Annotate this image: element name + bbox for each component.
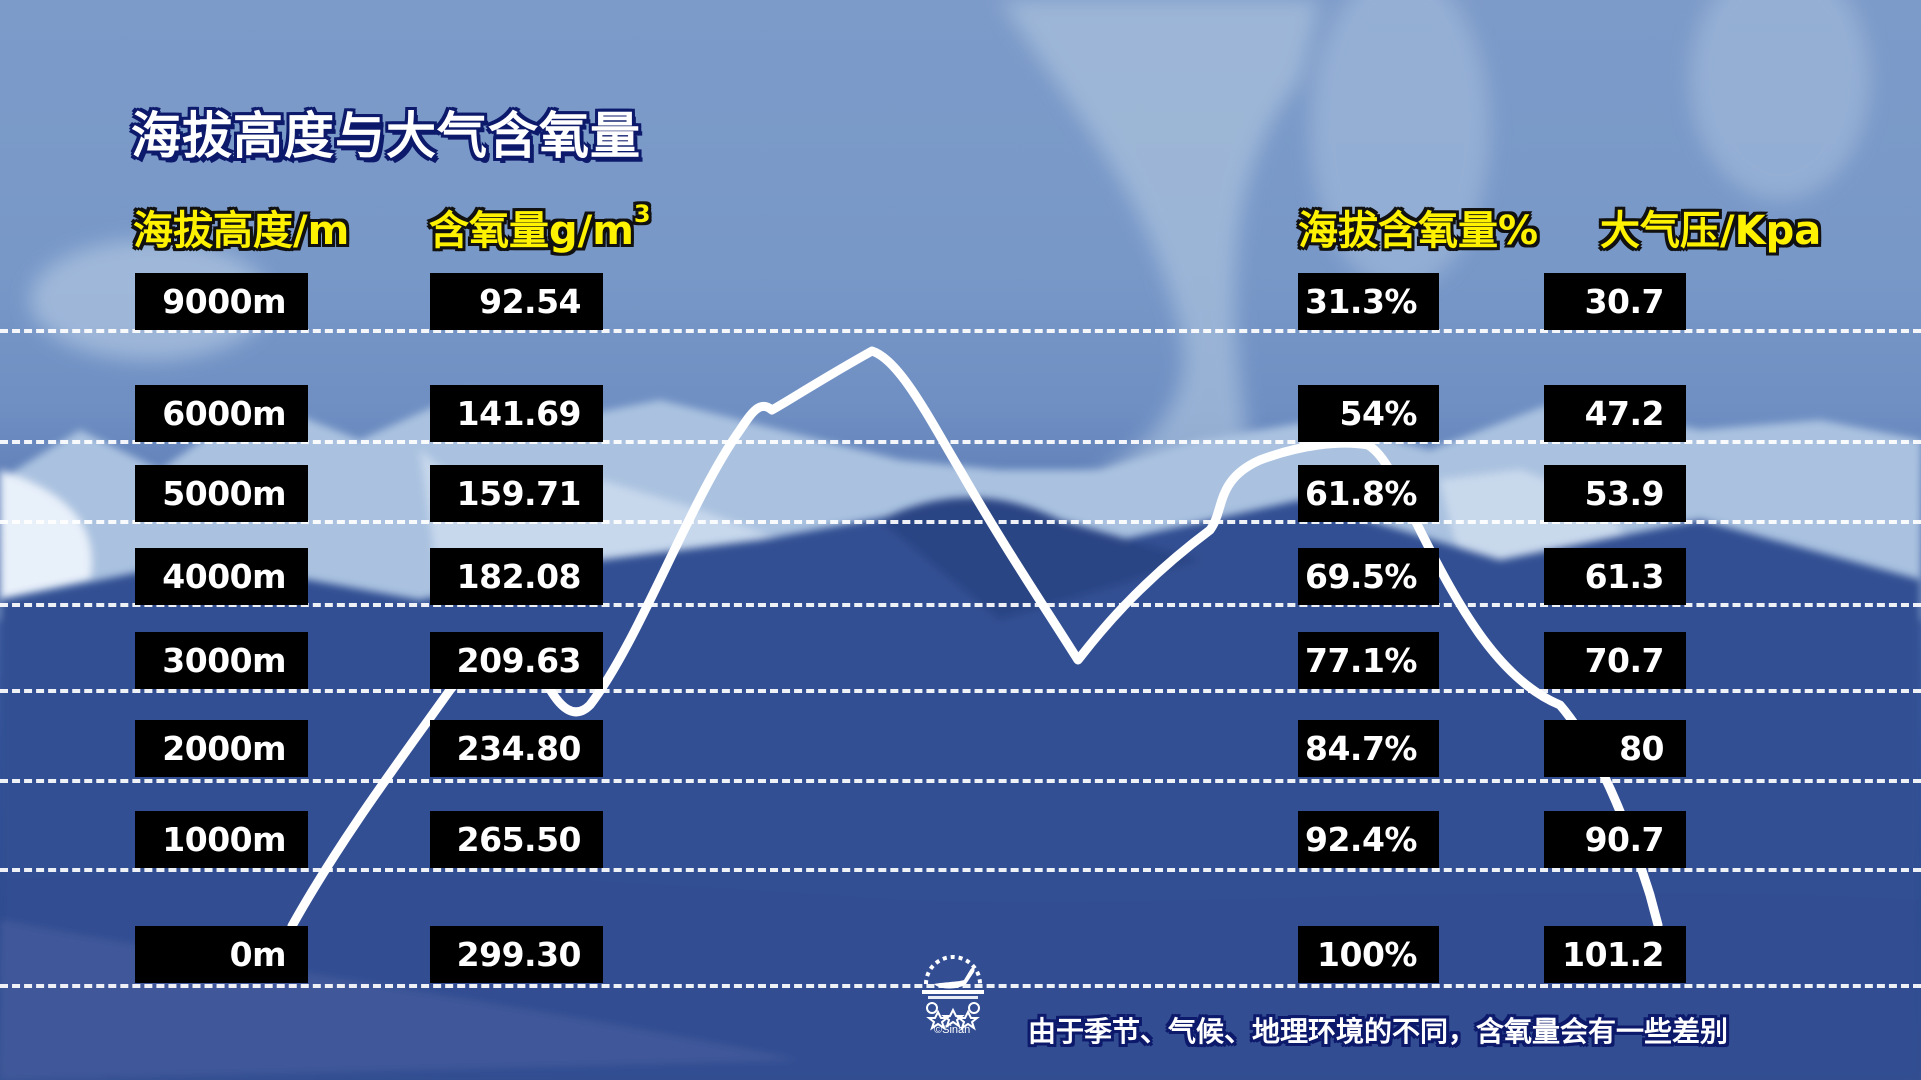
header-pressure-label: 大气压/Kpa <box>1600 208 1822 254</box>
oxygen-content-cell: 209.63 <box>430 632 603 689</box>
altitude-cell: 0m <box>135 926 308 983</box>
header-oxygen-content-label: 含氧量g/m <box>429 208 634 254</box>
logo-caption: ©Sinan <box>934 1024 971 1036</box>
oxygen-content-cell: 234.80 <box>430 720 603 777</box>
oxygen-percent-cell: 69.5% <box>1298 548 1439 605</box>
altitude-cell: 6000m <box>135 385 308 442</box>
altitude-cell: 2000m <box>135 720 308 777</box>
footnote: 由于季节、气候、地理环境的不同，含氧量会有一些差别 <box>1028 1015 1729 1048</box>
oxygen-percent-cell: 92.4% <box>1298 811 1439 868</box>
oxygen-content-cell: 141.69 <box>430 385 603 442</box>
oxygen-percent-cell: 54% <box>1298 385 1439 442</box>
oxygen-content-cell: 299.30 <box>430 926 603 983</box>
oxygen-percent-cell: 77.1% <box>1298 632 1439 689</box>
pressure-cell: 47.2 <box>1544 385 1686 442</box>
oxygen-percent-cell: 61.8% <box>1298 465 1439 522</box>
oxygen-percent-cell: 100% <box>1298 926 1439 983</box>
pressure-cell: 30.7 <box>1544 273 1686 330</box>
altitude-cell: 1000m <box>135 811 308 868</box>
oxygen-content-cell: 159.71 <box>430 465 603 522</box>
altitude-cell: 9000m <box>135 273 308 330</box>
oxygen-content-cell: 265.50 <box>430 811 603 868</box>
altitude-cell: 5000m <box>135 465 308 522</box>
header-pressure: 大气压/Kpa <box>1600 198 1821 256</box>
pressure-cell: 101.2 <box>1544 926 1686 983</box>
altitude-cell: 3000m <box>135 632 308 689</box>
oxygen-content-cell: 182.08 <box>430 548 603 605</box>
gridline-9000 <box>0 329 1921 333</box>
header-oxygen-percent-label: 海拔含氧量% <box>1298 208 1539 254</box>
pressure-cell: 70.7 <box>1544 632 1686 689</box>
pressure-cell: 53.9 <box>1544 465 1686 522</box>
sinan-compass-logo-icon <box>922 955 984 1031</box>
header-altitude-label: 海拔高度/m <box>133 208 350 254</box>
header-oxygen-content: 含氧量g/m3 <box>429 198 651 256</box>
pressure-cell: 61.3 <box>1544 548 1686 605</box>
oxygen-percent-cell: 84.7% <box>1298 720 1439 777</box>
header-altitude: 海拔高度/m <box>133 198 349 256</box>
oxygen-content-cell: 92.54 <box>430 273 603 330</box>
header-oxygen-percent: 海拔含氧量% <box>1298 198 1538 256</box>
pressure-cell: 80 <box>1544 720 1686 777</box>
header-oxygen-unit-superscript: 3 <box>633 200 651 228</box>
gridline-2000 <box>0 779 1921 783</box>
pressure-cell: 90.7 <box>1544 811 1686 868</box>
page-title: 海拔高度与大气含氧量 <box>131 107 641 165</box>
gridline-3000 <box>0 689 1921 693</box>
altitude-cell: 4000m <box>135 548 308 605</box>
gridline-1000 <box>0 868 1921 872</box>
oxygen-percent-cell: 31.3% <box>1298 273 1439 330</box>
